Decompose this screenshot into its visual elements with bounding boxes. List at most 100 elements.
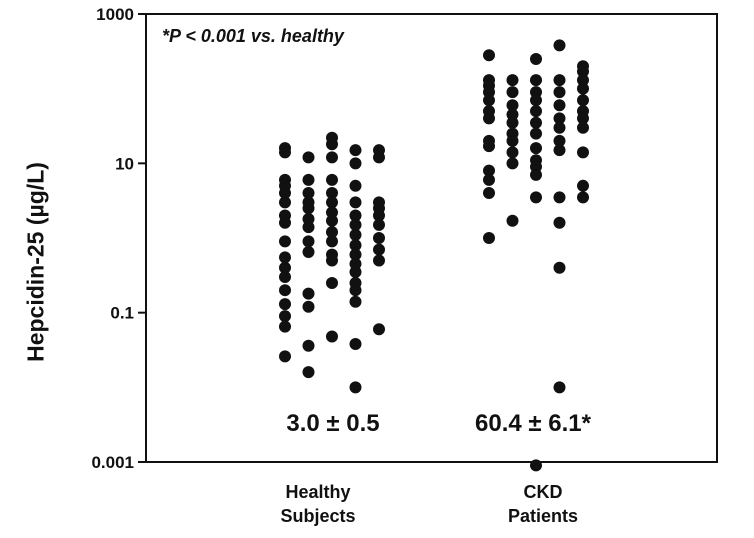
ckd-data-point	[506, 74, 519, 87]
ckd-data-point	[577, 74, 589, 87]
y-tick-label: 1000	[96, 5, 134, 24]
x-category-healthy-line2: Subjects	[280, 506, 356, 526]
healthy-data-point	[326, 214, 338, 227]
healthy-data-point	[279, 235, 291, 248]
healthy-data-point	[279, 350, 291, 363]
ckd-data-point	[577, 94, 589, 107]
healthy-summary-stat: 3.0 ± 0.5	[286, 410, 380, 437]
healthy-data-point	[302, 339, 315, 352]
x-category-ckd-line2: Patients	[507, 506, 579, 526]
healthy-data-point	[279, 251, 291, 264]
healthy-data-point	[349, 228, 362, 241]
ckd-data-point	[577, 146, 589, 159]
ckd-data-point	[506, 214, 519, 227]
ckd-data-point	[530, 94, 542, 107]
ckd-data-point	[483, 94, 495, 107]
x-category-ckd-line1: CKD	[523, 482, 563, 502]
ckd-data-point	[530, 74, 542, 87]
healthy-data-point	[279, 310, 291, 323]
healthy-data-point	[349, 295, 362, 308]
healthy-data-point	[279, 271, 291, 284]
healthy-data-point	[326, 235, 338, 248]
healthy-data-point	[349, 196, 362, 209]
ckd-data-point	[577, 179, 589, 192]
healthy-data-point	[326, 276, 338, 289]
ckd-data-point	[553, 261, 566, 274]
healthy-data-point	[279, 187, 291, 200]
ckd-data-point	[553, 74, 566, 87]
ckd-data-point	[553, 381, 566, 394]
healthy-data-point	[349, 179, 362, 192]
healthy-data-point	[373, 218, 385, 231]
ckd-data-point	[483, 112, 495, 125]
healthy-data-point	[279, 196, 291, 209]
ckd-data-point	[553, 99, 566, 112]
ckd-data-point	[483, 164, 495, 177]
healthy-data-point	[349, 381, 362, 394]
healthy-data-point	[302, 173, 315, 186]
ckd-data-point	[577, 82, 589, 95]
healthy-data-point	[279, 261, 291, 274]
healthy-data-point	[326, 138, 338, 151]
ckd-data-point	[553, 144, 566, 157]
y-tick-label: 10	[115, 154, 134, 173]
healthy-data-point	[279, 146, 291, 159]
ckd-data-point	[530, 168, 542, 181]
healthy-data-point	[326, 173, 338, 186]
healthy-data-point	[302, 151, 315, 164]
ckd-data-point	[530, 105, 542, 118]
y-tick-label: 0.001	[91, 453, 134, 472]
ckd-data-point	[577, 121, 589, 134]
healthy-data-point	[349, 209, 362, 222]
healthy-data-point	[302, 235, 315, 248]
ckd-data-point	[483, 187, 495, 200]
ckd-data-point	[553, 191, 566, 204]
healthy-data-point	[349, 284, 362, 297]
x-category-ckd: CKD Patients	[473, 480, 613, 528]
ckd-data-point	[553, 86, 566, 99]
y-axis-label: Hepcidin-25 (µg/L)	[4, 67, 68, 457]
ckd-data-point	[506, 134, 519, 147]
healthy-data-point	[302, 287, 315, 300]
ckd-data-point	[483, 49, 495, 62]
healthy-data-point	[302, 245, 315, 258]
healthy-data-point	[326, 196, 338, 209]
ckd-data-point	[553, 112, 566, 125]
ckd-data-point	[577, 112, 589, 125]
healthy-data-point	[349, 338, 362, 351]
healthy-data-point	[302, 202, 315, 215]
ckd-data-point	[530, 459, 542, 472]
ckd-data-point	[530, 116, 542, 129]
x-category-healthy: Healthy Subjects	[248, 480, 388, 528]
y-axis-label-text: Hepcidin-25 (µg/L)	[22, 162, 49, 362]
ckd-data-point	[506, 99, 519, 112]
healthy-data-point	[326, 226, 338, 239]
ckd-data-point	[577, 65, 589, 78]
healthy-data-point	[349, 239, 362, 252]
healthy-data-point	[349, 266, 362, 279]
ckd-data-point	[530, 52, 542, 65]
healthy-data-point	[373, 151, 385, 164]
ckd-data-point	[506, 146, 519, 159]
healthy-data-point	[302, 221, 315, 234]
ckd-data-point	[553, 121, 566, 134]
ckd-data-point	[553, 39, 566, 52]
ckd-data-point	[483, 232, 495, 244]
healthy-data-point	[279, 284, 291, 297]
ckd-data-point	[506, 86, 519, 99]
healthy-data-point	[302, 187, 315, 200]
ckd-summary-stat: 60.4 ± 6.1*	[475, 410, 591, 437]
healthy-data-point	[349, 218, 362, 231]
healthy-data-point	[326, 151, 338, 164]
ckd-data-point	[530, 127, 542, 140]
ckd-data-point	[553, 216, 566, 229]
ckd-data-point	[577, 191, 589, 204]
healthy-data-point	[326, 254, 338, 267]
healthy-data-point	[373, 254, 385, 267]
y-tick-label: 0.1	[110, 304, 134, 323]
healthy-data-point	[302, 366, 315, 379]
ckd-data-point	[530, 191, 542, 204]
healthy-data-point	[279, 298, 291, 311]
healthy-data-point	[373, 209, 385, 222]
